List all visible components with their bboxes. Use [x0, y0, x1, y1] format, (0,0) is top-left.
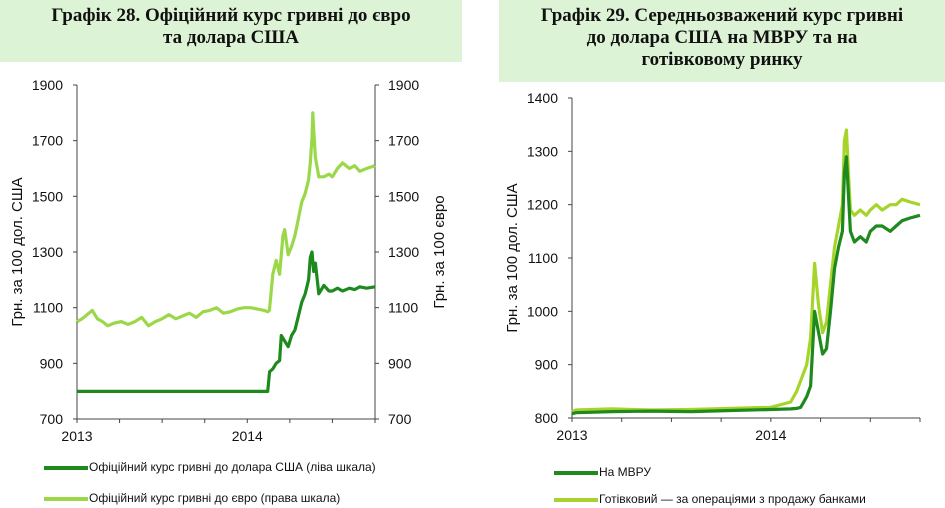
- x-tick-label: 2014: [755, 427, 786, 443]
- y2-tick-label: 1900: [388, 77, 419, 93]
- title-line-1: Графік 29. Середньозважений курс гривні: [540, 5, 904, 26]
- y-tick-label: 1100: [528, 250, 558, 266]
- series-line-2: [571, 128, 921, 414]
- y-tick-label: 900: [40, 355, 64, 371]
- y-tick-label: 1400: [527, 90, 558, 106]
- chart-panel-right: Графік 29. Середньозважений курс гривні …: [499, 0, 945, 508]
- series-line-1: [77, 250, 376, 393]
- y-tick-label: 1300: [527, 143, 558, 159]
- legend-label-eur: Офіційний курс гривні до євро (права шка…: [89, 491, 341, 505]
- chart-left-svg: 700 900 1100 1300 1500 1700 1900 700 900 1100 1300…: [9, 77, 448, 444]
- series-line-1: [571, 155, 921, 416]
- title-line-2: до долара США на МВРУ та на: [586, 27, 858, 48]
- legend-label-usd: Офіційний курс гривні до долара США (лів…: [89, 460, 376, 474]
- y-axis-title: Грн. за 100 дол. США: [9, 177, 26, 326]
- y-tick-label: 1900: [32, 77, 63, 93]
- legend-swatch-cash: [554, 498, 598, 502]
- legend-right: На МВРУ Готівковий — за операціями з про…: [554, 465, 934, 508]
- chart-title-left: Графік 28. Офіційний курс гривні до євро…: [0, 0, 462, 62]
- y2-tick-label: 700: [388, 411, 412, 427]
- legend-left: Офіційний курс гривні до долара США (лів…: [44, 458, 454, 508]
- y2-tick-label: 1500: [388, 188, 419, 204]
- title-line-3: готівковому ринку: [641, 49, 803, 70]
- y2-tick-label: 1300: [388, 244, 419, 260]
- x-tick-label: 2013: [61, 428, 92, 444]
- y2-tick-label: 1700: [388, 133, 419, 149]
- x-tick-label: 2014: [232, 428, 263, 444]
- y-tick-label: 1700: [32, 133, 63, 149]
- title-line-1: Графік 28. Офіційний курс гривні до євро: [51, 5, 411, 26]
- y2-tick-label: 1100: [388, 300, 418, 316]
- legend-label-mvru: На МВРУ: [599, 465, 652, 479]
- chart-title-right: Графік 29. Середньозважений курс гривні …: [499, 0, 945, 82]
- y-tick-label: 1500: [32, 188, 63, 204]
- chart-right-svg: 800 900 1000 1100 1200 1300 1400 2013 2014 Грн. з…: [504, 90, 921, 443]
- y-tick-label: 1000: [527, 303, 558, 319]
- y-tick-label: 700: [40, 411, 64, 427]
- y-tick-label: 900: [535, 357, 559, 373]
- x-tick-label: 2013: [556, 427, 587, 443]
- y-tick-label: 1300: [32, 244, 63, 260]
- y2-axis-title: Грн. за 100 євро: [431, 195, 448, 308]
- legend-swatch-mvru: [554, 471, 598, 475]
- y-axis-title: Грн. за 100 дол. США: [504, 183, 521, 332]
- y-tick-label: 1200: [527, 197, 558, 213]
- legend-label-cash: Готівковий — за операціями з продажу бан…: [599, 492, 866, 506]
- legend-swatch-usd: [44, 466, 88, 470]
- y-tick-label: 800: [535, 410, 559, 426]
- series-line-2: [76, 111, 376, 328]
- y-tick-label: 1100: [33, 300, 63, 316]
- chart-panel-left: Графік 28. Офіційний курс гривні до євро…: [0, 0, 462, 508]
- title-line-2: та долара США: [163, 27, 299, 48]
- legend-swatch-eur: [44, 497, 88, 501]
- y2-tick-label: 900: [388, 355, 412, 371]
